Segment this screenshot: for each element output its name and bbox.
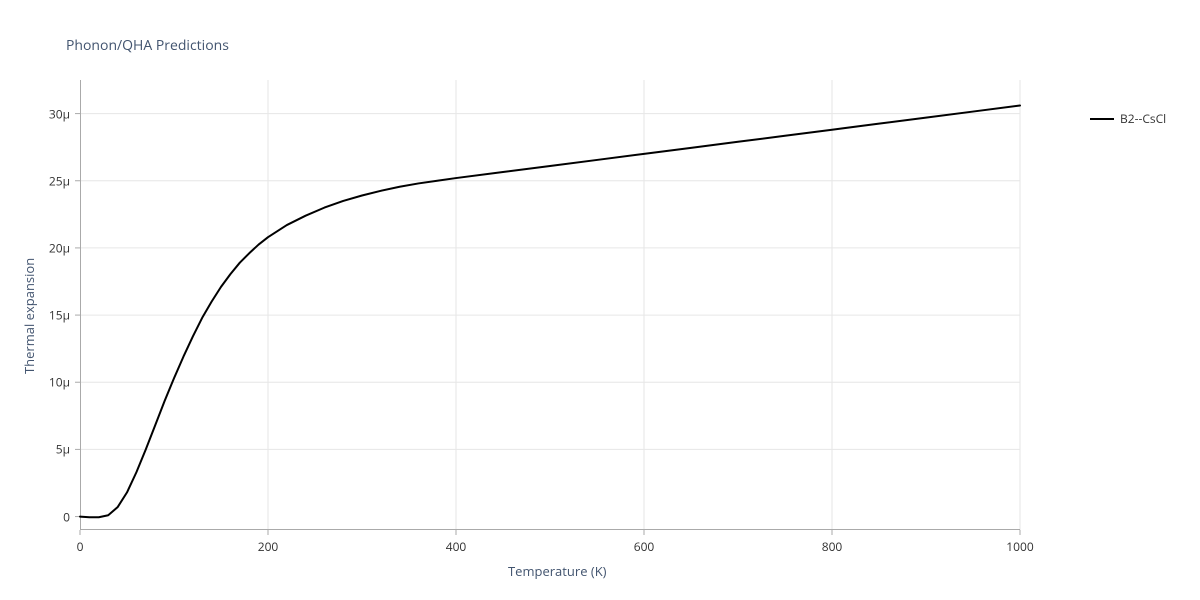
x-tick-label: 200 bbox=[258, 538, 279, 555]
y-tick-label: 15μ bbox=[49, 307, 70, 324]
legend-swatch bbox=[1090, 118, 1114, 120]
y-axis-label: Thermal expansion bbox=[20, 258, 38, 374]
y-tick-label: 5μ bbox=[56, 441, 70, 458]
legend-label: B2--CsCl bbox=[1120, 110, 1166, 127]
x-axis-label: Temperature (K) bbox=[508, 562, 607, 580]
y-tick-label: 20μ bbox=[49, 239, 70, 256]
chart-container: { "chart": { "type": "line", "title": "P… bbox=[0, 0, 1200, 600]
plot-area bbox=[80, 80, 1020, 530]
y-tick-label: 10μ bbox=[49, 374, 70, 391]
x-tick-label: 0 bbox=[77, 538, 84, 555]
legend-item: B2--CsCl bbox=[1090, 110, 1166, 127]
x-tick-label: 800 bbox=[822, 538, 843, 555]
chart-title: Phonon/QHA Predictions bbox=[66, 36, 229, 55]
x-tick-label: 400 bbox=[446, 538, 467, 555]
y-tick-label: 30μ bbox=[49, 105, 70, 122]
y-tick-label: 0 bbox=[63, 508, 70, 525]
y-tick-label: 25μ bbox=[49, 172, 70, 189]
x-tick-label: 1000 bbox=[1006, 538, 1033, 555]
x-tick-label: 600 bbox=[634, 538, 655, 555]
